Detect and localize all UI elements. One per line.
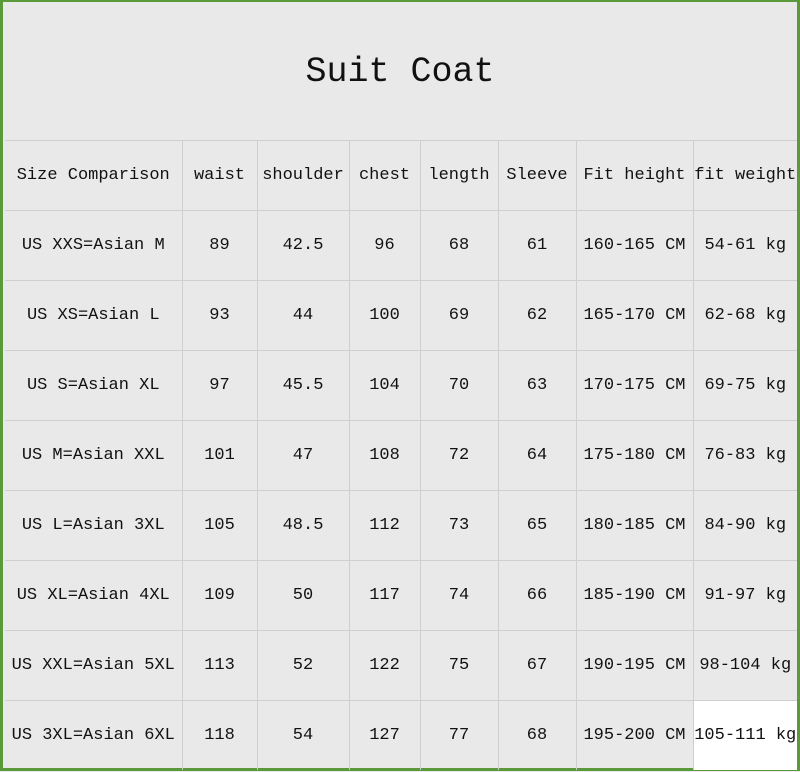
column-header: Sleeve xyxy=(497,140,577,211)
table-cell: 118 xyxy=(181,700,258,770)
table-cell: 74 xyxy=(419,560,499,631)
table-cell: 96 xyxy=(348,210,421,281)
table-cell: 98-104 kg xyxy=(692,630,797,701)
table-row: US XL=Asian 4XL 109 50 117 74 66 185-190 CM 91-… xyxy=(5,560,797,631)
table-cell: 68 xyxy=(497,700,577,770)
table-cell: 67 xyxy=(497,630,577,701)
table-cell: 175-180 CM xyxy=(575,420,694,491)
table-cell: 73 xyxy=(419,490,499,561)
table-row: US L=Asian 3XL 105 48.5 112 73 65 180-185 CM 84… xyxy=(5,490,797,561)
table-cell: 54 xyxy=(256,700,350,770)
table-row: US XXL=Asian 5XL 113 52 122 75 67 190-195 CM 98… xyxy=(5,630,797,701)
table-cell: 160-165 CM xyxy=(575,210,694,281)
table-cell: US M=Asian XXL xyxy=(5,420,183,491)
table-cell: 180-185 CM xyxy=(575,490,694,561)
table-cell: 62-68 kg xyxy=(692,280,797,351)
table-cell: 84-90 kg xyxy=(692,490,797,561)
table-cell: 113 xyxy=(181,630,258,701)
table-cell: 76-83 kg xyxy=(692,420,797,491)
table-cell: 109 xyxy=(181,560,258,631)
table-cell: 50 xyxy=(256,560,350,631)
table-cell: US 3XL=Asian 6XL xyxy=(5,700,183,770)
table-cell: 127 xyxy=(348,700,421,770)
table-cell: 91-97 kg xyxy=(692,560,797,631)
table-cell: 104 xyxy=(348,350,421,421)
column-header: Fit height xyxy=(575,140,694,211)
table-cell: 117 xyxy=(348,560,421,631)
table-cell: 165-170 CM xyxy=(575,280,694,351)
table-cell: 122 xyxy=(348,630,421,701)
table-cell: 64 xyxy=(497,420,577,491)
table-cell: 77 xyxy=(419,700,499,770)
table-cell: 45.5 xyxy=(256,350,350,421)
table-cell: 47 xyxy=(256,420,350,491)
table-cell: 69 xyxy=(419,280,499,351)
table-cell: 100 xyxy=(348,280,421,351)
table-cell: 61 xyxy=(497,210,577,281)
header-row: Size Comparison waist shoulder chest length S… xyxy=(5,140,797,211)
table-row: US M=Asian XXL 101 47 108 72 64 175-180 CM 76-8… xyxy=(5,420,797,491)
table-cell: 112 xyxy=(348,490,421,561)
table-cell: 42.5 xyxy=(256,210,350,281)
table-cell: 89 xyxy=(181,210,258,281)
table-row: US 3XL=Asian 6XL 118 54 127 77 68 195-200 CM 10… xyxy=(5,700,797,770)
column-header: shoulder xyxy=(256,140,350,211)
table-cell: US XXL=Asian 5XL xyxy=(5,630,183,701)
table-cell: US S=Asian XL xyxy=(5,350,183,421)
table-cell: US XXS=Asian M xyxy=(5,210,183,281)
table-cell: 70 xyxy=(419,350,499,421)
table-cell: 48.5 xyxy=(256,490,350,561)
table-row: US XS=Asian L 93 44 100 69 62 165-170 CM 62-68 … xyxy=(5,280,797,351)
column-header: length xyxy=(419,140,499,211)
table-row: US XXS=Asian M 89 42.5 96 68 61 160-165 CM 54-6… xyxy=(5,210,797,281)
table-cell: 52 xyxy=(256,630,350,701)
table-cell: 44 xyxy=(256,280,350,351)
table-row: US S=Asian XL 97 45.5 104 70 63 170-175 CM 69-7… xyxy=(5,350,797,421)
table-cell: 105-111 kg xyxy=(692,700,797,770)
column-header: Size Comparison xyxy=(5,140,183,211)
table-cell: 105 xyxy=(181,490,258,561)
table-cell: 190-195 CM xyxy=(575,630,694,701)
table-cell: US XS=Asian L xyxy=(5,280,183,351)
column-header: fit weight xyxy=(692,140,797,211)
table-cell: 69-75 kg xyxy=(692,350,797,421)
table-cell: 62 xyxy=(497,280,577,351)
table-cell: 108 xyxy=(348,420,421,491)
table-cell: 65 xyxy=(497,490,577,561)
table-cell: 195-200 CM xyxy=(575,700,694,770)
table-cell: 72 xyxy=(419,420,499,491)
table-cell: 185-190 CM xyxy=(575,560,694,631)
table-cell: 170-175 CM xyxy=(575,350,694,421)
table-cell: 101 xyxy=(181,420,258,491)
table-cell: 68 xyxy=(419,210,499,281)
chart-title: Suit Coat xyxy=(305,52,495,92)
column-header: chest xyxy=(348,140,421,211)
table-cell: 75 xyxy=(419,630,499,701)
column-header: waist xyxy=(181,140,258,211)
table-cell: 93 xyxy=(181,280,258,351)
table-cell: US XL=Asian 4XL xyxy=(5,560,183,631)
table-cell: 63 xyxy=(497,350,577,421)
size-table: Size Comparison waist shoulder chest length S… xyxy=(5,140,797,770)
table-cell: 97 xyxy=(181,350,258,421)
table-cell: US L=Asian 3XL xyxy=(5,490,183,561)
table-cell: 66 xyxy=(497,560,577,631)
table-cell: 54-61 kg xyxy=(692,210,797,281)
